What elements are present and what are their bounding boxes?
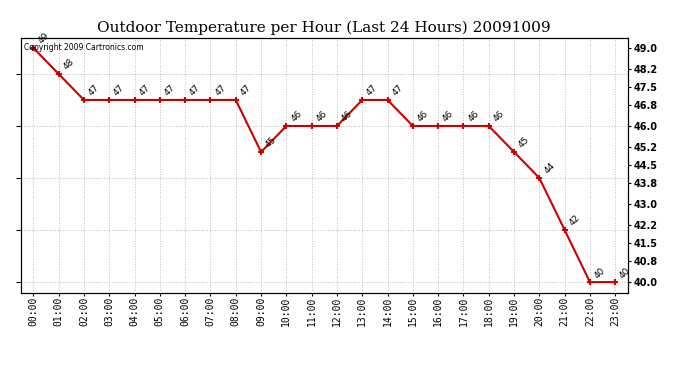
Text: Copyright 2009 Cartronics.com: Copyright 2009 Cartronics.com [23,43,144,52]
Text: 44: 44 [542,162,556,176]
Text: 45: 45 [264,135,278,150]
Text: 49: 49 [36,32,50,46]
Text: 48: 48 [61,57,76,72]
Text: 46: 46 [491,110,506,124]
Text: 46: 46 [289,110,304,124]
Text: 40: 40 [593,266,607,280]
Text: 47: 47 [188,83,202,98]
Text: 47: 47 [391,83,405,98]
Text: 45: 45 [517,135,531,150]
Text: 46: 46 [315,110,329,124]
Text: 47: 47 [112,83,126,98]
Text: 40: 40 [618,266,633,280]
Text: 47: 47 [87,83,101,98]
Text: 47: 47 [239,83,253,98]
Text: 46: 46 [466,110,481,124]
Text: 47: 47 [365,83,380,98]
Text: 47: 47 [137,83,152,98]
Title: Outdoor Temperature per Hour (Last 24 Hours) 20091009: Outdoor Temperature per Hour (Last 24 Ho… [97,21,551,35]
Text: 46: 46 [415,110,430,124]
Text: 46: 46 [441,110,455,124]
Text: 42: 42 [567,214,582,228]
Text: 46: 46 [339,110,354,124]
Text: 47: 47 [213,83,228,98]
Text: 47: 47 [163,83,177,98]
